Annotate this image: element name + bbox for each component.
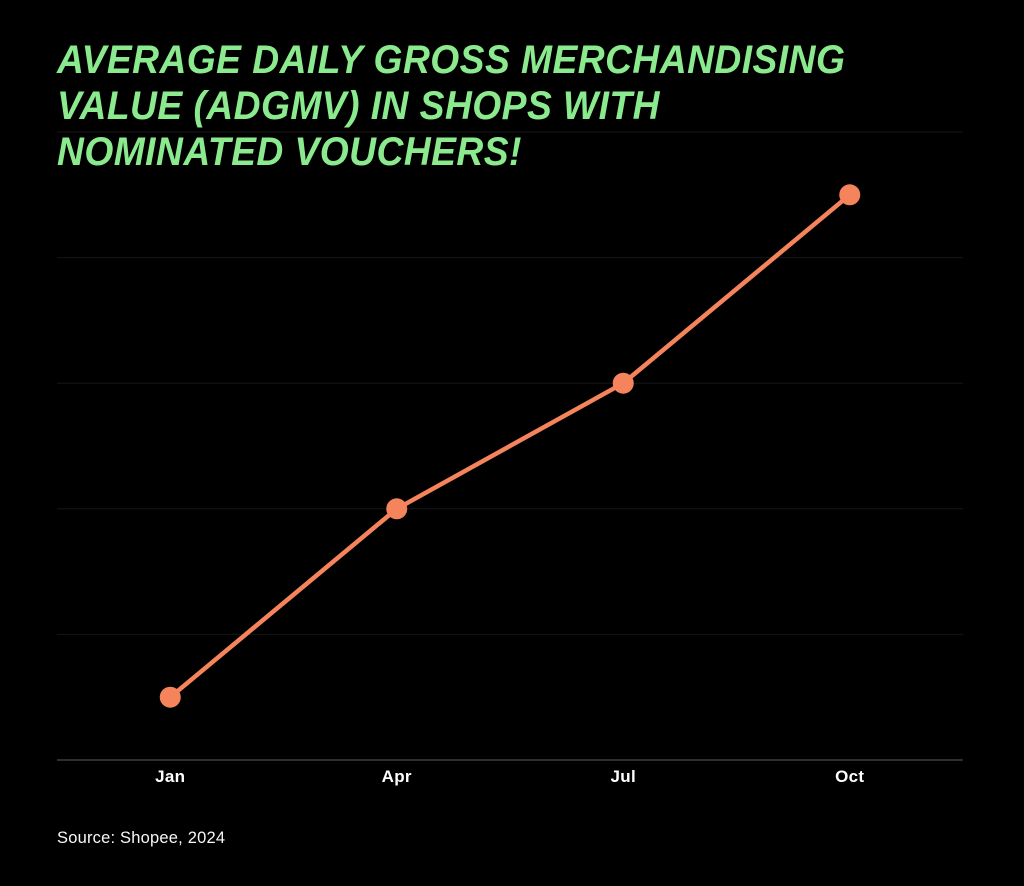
source-attribution: Source: Shopee, 2024 (57, 829, 226, 847)
x-axis-tick-labels: Jan Apr Jul Oct (57, 767, 963, 787)
x-tick-jul: Jul (610, 767, 636, 786)
data-point-apr (386, 498, 408, 520)
chart-title-line-3: NOMINATED VOUCHERS! (57, 130, 522, 174)
x-tick-jan: Jan (155, 767, 186, 786)
chart-title: AVERAGE DAILY GROSS MERCHANDISING VALUE … (57, 37, 845, 175)
data-point-oct (839, 184, 861, 206)
data-series-line (168, 192, 852, 700)
chart-title-line-2: VALUE (ADGMV) IN SHOPS WITH (57, 84, 660, 128)
data-points (159, 184, 861, 708)
chart-title-line-1: AVERAGE DAILY GROSS MERCHANDISING (57, 38, 846, 82)
gridlines (57, 131, 963, 635)
x-tick-oct: Oct (835, 767, 865, 786)
data-point-jul (612, 372, 634, 394)
data-point-jan (159, 686, 181, 708)
x-tick-apr: Apr (381, 767, 412, 786)
